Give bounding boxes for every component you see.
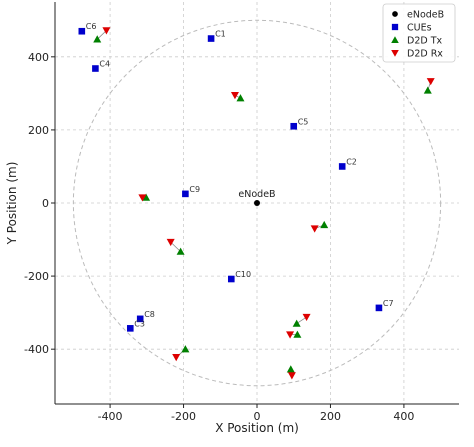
grid-lines [55,2,459,404]
cue-label: C9 [189,185,200,194]
cue-label: C8 [144,310,155,319]
d2d-tx-point [236,94,245,102]
cue-point [126,325,134,332]
cue-label: C3 [134,319,145,328]
x-tick-label: 400 [393,410,414,423]
cue-label: C1 [215,30,226,39]
cell-boundary-circle [72,19,442,387]
axes: -400 -200 0 200 400 -400 -200 0 200 400 X Position… [5,2,459,435]
cue-label: C10 [235,270,251,279]
d2d-tx-point [286,365,295,373]
y-axis-label: Y Position (m) [5,162,19,246]
enodeb-point [254,200,260,206]
cue-point [375,304,383,312]
d2d-tx-point [293,330,302,338]
d2d-rx-point [166,238,175,247]
y-tick-label: 0 [42,197,49,210]
d2d-rx-point [310,225,319,233]
cue-point [207,35,215,42]
enodeb-label: eNodeB [238,189,275,200]
cue-label: C5 [298,117,309,126]
legend-marker [391,49,399,57]
legend-marker [392,11,398,17]
legend-marker [391,23,399,31]
d2d-rx-point [286,331,295,339]
d2d-rx-point [287,372,296,380]
legend-entry: CUEs [407,23,432,34]
d2d-rx-point [302,313,311,322]
cue-point [290,122,298,130]
x-tick-label: -400 [98,410,123,423]
d2d-rx-point [138,194,147,202]
y-tick-label: -200 [24,270,49,283]
cue-point [136,315,144,323]
d2d-tx-point [423,86,432,94]
legend: eNodeB CUEs D2D Tx D2D Rx [382,3,456,63]
y-tick-label: 400 [28,51,49,64]
d2d-link-line [170,241,181,252]
cue-point [227,275,235,283]
x-axis-label: X Position (m) [215,421,299,435]
d2d-rx-point [172,354,181,362]
d2d-link-line [296,316,307,324]
cue-point [78,27,86,35]
legend-entry: D2D Tx [407,36,442,47]
d2d-rx-point [230,91,239,100]
legend-entry: D2D Rx [407,49,443,60]
cue-point [182,190,189,198]
d2d-rx-point [426,78,435,86]
d2d-tx-point [142,193,151,201]
x-tick-label: 200 [320,410,341,423]
d2d-tx-point [93,35,102,43]
d2d-tx-point [292,319,301,327]
d2d-tx-point [181,345,190,353]
cue-point [92,65,99,72]
d2d-tx-point [320,220,329,229]
legend-entry: eNodeB [407,10,444,21]
d2d-tx-point [176,247,185,255]
cue-point [338,163,346,170]
d2d-link-line [96,30,107,40]
cue-label: C7 [383,299,394,308]
cue-label: C6 [86,22,97,31]
y-tick-label: -400 [24,343,49,356]
cue-label: C4 [99,60,110,69]
d2d-rx-point [102,27,111,35]
x-tick-label: 0 [254,410,261,423]
cue-label: C2 [346,157,357,166]
x-tick-label: -200 [171,410,196,423]
legend-box [382,3,456,63]
cell-boundary [72,19,442,387]
y-tick-label: 200 [28,124,49,137]
legend-marker [391,36,399,44]
